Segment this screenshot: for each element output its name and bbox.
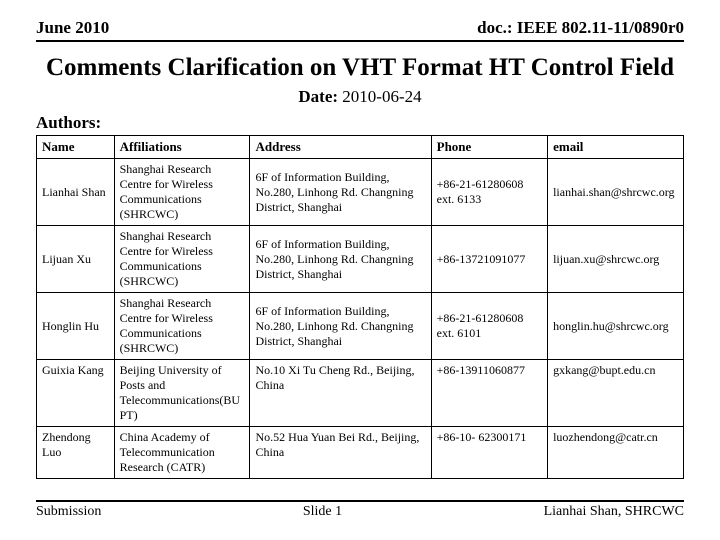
col-phone: Phone — [431, 136, 547, 159]
table-header-row: Name Affiliations Address Phone email — [37, 136, 684, 159]
footer-right: Lianhai Shan, SHRCWC — [544, 504, 684, 520]
date-value: 2010-06-24 — [342, 87, 421, 106]
cell: +86-13911060877 — [431, 360, 547, 427]
col-addr: Address — [250, 136, 431, 159]
cell: gxkang@bupt.edu.cn — [548, 360, 684, 427]
table-row: Guixia Kang Beijing University of Posts … — [37, 360, 684, 427]
cell: lijuan.xu@shrcwc.org — [548, 226, 684, 293]
cell: +86-21-61280608 ext. 6101 — [431, 293, 547, 360]
header-date: June 2010 — [36, 18, 109, 38]
authors-table: Name Affiliations Address Phone email Li… — [36, 135, 684, 479]
cell: 6F of Information Building, No.280, Linh… — [250, 293, 431, 360]
cell: Lianhai Shan — [37, 159, 115, 226]
cell: China Academy of Telecommunication Resea… — [114, 427, 250, 479]
cell: lianhai.shan@shrcwc.org — [548, 159, 684, 226]
table-row: Lianhai Shan Shanghai Research Centre fo… — [37, 159, 684, 226]
footer-center: Slide 1 — [303, 504, 342, 520]
table-row: Zhendong Luo China Academy of Telecommun… — [37, 427, 684, 479]
footer-left: Submission — [36, 504, 101, 520]
cell: Shanghai Research Centre for Wireless Co… — [114, 159, 250, 226]
page-title: Comments Clarification on VHT Format HT … — [36, 52, 684, 83]
cell: +86-13721091077 — [431, 226, 547, 293]
cell: 6F of Information Building, No.280, Linh… — [250, 159, 431, 226]
table-row: Lijuan Xu Shanghai Research Centre for W… — [37, 226, 684, 293]
col-affil: Affiliations — [114, 136, 250, 159]
cell: +86-21-61280608 ext. 6133 — [431, 159, 547, 226]
cell: No.52 Hua Yuan Bei Rd., Beijing, China — [250, 427, 431, 479]
cell: Shanghai Research Centre for Wireless Co… — [114, 293, 250, 360]
cell: Beijing University of Posts and Telecomm… — [114, 360, 250, 427]
header-row: June 2010 doc.: IEEE 802.11-11/0890r0 — [36, 18, 684, 42]
table-body: Lianhai Shan Shanghai Research Centre fo… — [37, 159, 684, 479]
cell: honglin.hu@shrcwc.org — [548, 293, 684, 360]
col-name: Name — [37, 136, 115, 159]
cell: +86-10- 62300171 — [431, 427, 547, 479]
cell: Honglin Hu — [37, 293, 115, 360]
cell: Zhendong Luo — [37, 427, 115, 479]
cell: Guixia Kang — [37, 360, 115, 427]
col-email: email — [548, 136, 684, 159]
header-doc-id: doc.: IEEE 802.11-11/0890r0 — [477, 18, 684, 38]
authors-label: Authors: — [36, 113, 684, 133]
cell: 6F of Information Building, No.280, Linh… — [250, 226, 431, 293]
table-row: Honglin Hu Shanghai Research Centre for … — [37, 293, 684, 360]
date-line: Date: 2010-06-24 — [36, 87, 684, 107]
cell: No.10 Xi Tu Cheng Rd., Beijing, China — [250, 360, 431, 427]
cell: Shanghai Research Centre for Wireless Co… — [114, 226, 250, 293]
footer-row: Submission Slide 1 Lianhai Shan, SHRCWC — [36, 500, 684, 520]
cell: Lijuan Xu — [37, 226, 115, 293]
cell: luozhendong@catr.cn — [548, 427, 684, 479]
date-label: Date: — [298, 87, 338, 106]
